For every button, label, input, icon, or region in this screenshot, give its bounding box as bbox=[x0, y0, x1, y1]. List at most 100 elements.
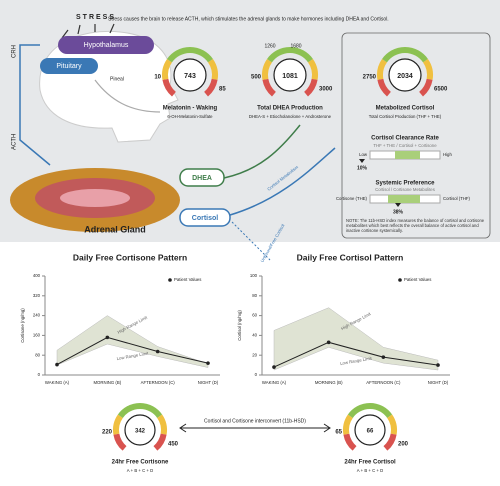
gauge-arc bbox=[303, 78, 318, 97]
gauge-center bbox=[273, 58, 307, 92]
y-tick-label: 0 bbox=[38, 372, 41, 377]
stress: STRESS bbox=[76, 14, 116, 21]
data-point bbox=[206, 361, 210, 365]
gauge-high: 85 bbox=[219, 87, 226, 93]
gauge-mark-label: 1260 bbox=[264, 43, 275, 49]
data-point bbox=[272, 365, 276, 369]
legend-label: Patient Values bbox=[174, 277, 201, 282]
pineal: Pineal bbox=[110, 76, 124, 82]
stress-arrows bbox=[61, 23, 115, 39]
interconvert-arrow bbox=[179, 423, 331, 433]
data-point bbox=[326, 340, 331, 345]
gauge-arc bbox=[113, 414, 123, 435]
y-axis-label: Cortisol (ng/mg) bbox=[237, 310, 242, 341]
hypothalamus-pill bbox=[58, 36, 154, 54]
gauge-arc bbox=[382, 47, 428, 63]
x-tick-label: NIGHT (D) bbox=[428, 380, 449, 385]
gauge-arc bbox=[387, 414, 397, 435]
adrenal-medulla bbox=[60, 189, 130, 207]
gauge-arc bbox=[207, 58, 218, 80]
gauge-low: 2750 bbox=[363, 75, 377, 81]
x-tick-label: MORNING (B) bbox=[315, 380, 343, 385]
gauge-low: 500 bbox=[251, 75, 262, 81]
y-tick-label: 240 bbox=[33, 313, 41, 318]
systemic-right: Cortisol (THF) bbox=[443, 196, 471, 201]
y-tick-label: 80 bbox=[35, 352, 40, 357]
y-tick-label: 60 bbox=[252, 313, 257, 318]
gauge-mark-label: 1680 bbox=[290, 43, 301, 49]
gauge-arc bbox=[162, 58, 173, 80]
dhea-arrow bbox=[223, 124, 301, 179]
gauge-arc bbox=[307, 58, 318, 80]
gauge-arc bbox=[267, 47, 313, 63]
systemic-range bbox=[388, 195, 420, 203]
hypothalamus: Hypothalamus bbox=[84, 42, 129, 49]
series-line bbox=[273, 341, 439, 368]
y-tick-label: 160 bbox=[33, 333, 41, 338]
data-point bbox=[105, 335, 110, 340]
clearance-title: Cortisol Clearance Rate bbox=[371, 136, 439, 142]
y-tick-label: 100 bbox=[250, 273, 258, 278]
gauge-value: 743 bbox=[184, 73, 196, 80]
gauge-subtitle: A + B + C + D bbox=[357, 468, 383, 473]
cortisol-box bbox=[341, 32, 491, 239]
gauge-title: 24hr Free Cortisone bbox=[112, 460, 169, 466]
clearance-high: High bbox=[443, 152, 452, 157]
description: Stress causes the brain to release ACTH,… bbox=[108, 16, 389, 22]
gauge-subtitle: 6-OH-Melatonin-Sulfate bbox=[167, 114, 213, 119]
acth-arrow bbox=[19, 44, 51, 166]
chart-title: Daily Free Cortisol Pattern bbox=[297, 252, 404, 262]
gauge-arc bbox=[203, 78, 218, 97]
series-line bbox=[56, 336, 209, 366]
crh: CRH bbox=[12, 45, 18, 58]
interconvert: Cortisol and Cortisone interconvert (11b… bbox=[204, 418, 306, 424]
clearance-subtitle: THF + THE / Cortisol + Cortisone bbox=[373, 143, 437, 148]
data-point bbox=[155, 349, 160, 354]
metabolism-arrow bbox=[229, 147, 336, 216]
y-tick-label: 0 bbox=[255, 372, 258, 377]
clearance-low: Low bbox=[359, 152, 368, 157]
x-tick-label: WAKING (A) bbox=[45, 380, 70, 385]
gauge-low: 10 bbox=[154, 75, 161, 81]
gauge-low: 65 bbox=[335, 430, 342, 436]
gauge-high: 3000 bbox=[319, 87, 333, 93]
gauge-low: 220 bbox=[102, 430, 113, 436]
gauge-high: 6500 bbox=[434, 87, 448, 93]
x-tick-label: AFTERNOON (C) bbox=[141, 380, 176, 385]
gauge-arc bbox=[167, 47, 213, 63]
x-tick-label: NIGHT (D) bbox=[198, 380, 219, 385]
gauge-arc bbox=[162, 78, 177, 97]
gauge-arc bbox=[377, 78, 392, 97]
x-tick-label: WAKING (A) bbox=[262, 380, 287, 385]
gauge-arc bbox=[262, 78, 277, 97]
acth: ACTH bbox=[12, 134, 18, 150]
data-point bbox=[381, 355, 386, 359]
gauge-arc bbox=[113, 433, 127, 451]
gauge-title: Metabolized Cortisol bbox=[376, 106, 435, 112]
gauge-center bbox=[173, 58, 207, 92]
dynamic-layer: 743 10 85 Melatonin - Waking 6-OH-Melatonin-… bbox=[20, 43, 450, 473]
y-tick-label: 20 bbox=[252, 352, 257, 357]
gauge-value: 1081 bbox=[282, 73, 298, 80]
gauge-high: 450 bbox=[168, 442, 179, 448]
legend-label: Patient Values bbox=[404, 277, 431, 282]
gauge-value: 342 bbox=[135, 429, 146, 435]
gauge-subtitle: DHEA-S + Etiocholanolone + Androsterone bbox=[249, 114, 332, 119]
gauge-title: Total DHEA Production bbox=[257, 106, 323, 112]
cortisol-pill bbox=[179, 208, 231, 227]
cortisol: Cortisol bbox=[192, 215, 219, 222]
note: NOTE: The 11b-HSD index measures the bal… bbox=[346, 218, 485, 233]
y-tick-label: 40 bbox=[252, 333, 257, 338]
range-band bbox=[273, 307, 439, 371]
systemic-value: 38% bbox=[393, 209, 404, 215]
legend-dot bbox=[168, 278, 172, 282]
adrenal-label: Adrenal Gland bbox=[84, 224, 146, 234]
gauge-high: 200 bbox=[398, 442, 409, 448]
legend-dot bbox=[398, 278, 402, 282]
gauge-arc bbox=[383, 433, 397, 451]
gauge-arc bbox=[377, 58, 388, 80]
gauge-arc bbox=[157, 414, 167, 435]
data-point bbox=[55, 362, 59, 367]
low-range-label: Low Range Limit bbox=[116, 351, 149, 362]
